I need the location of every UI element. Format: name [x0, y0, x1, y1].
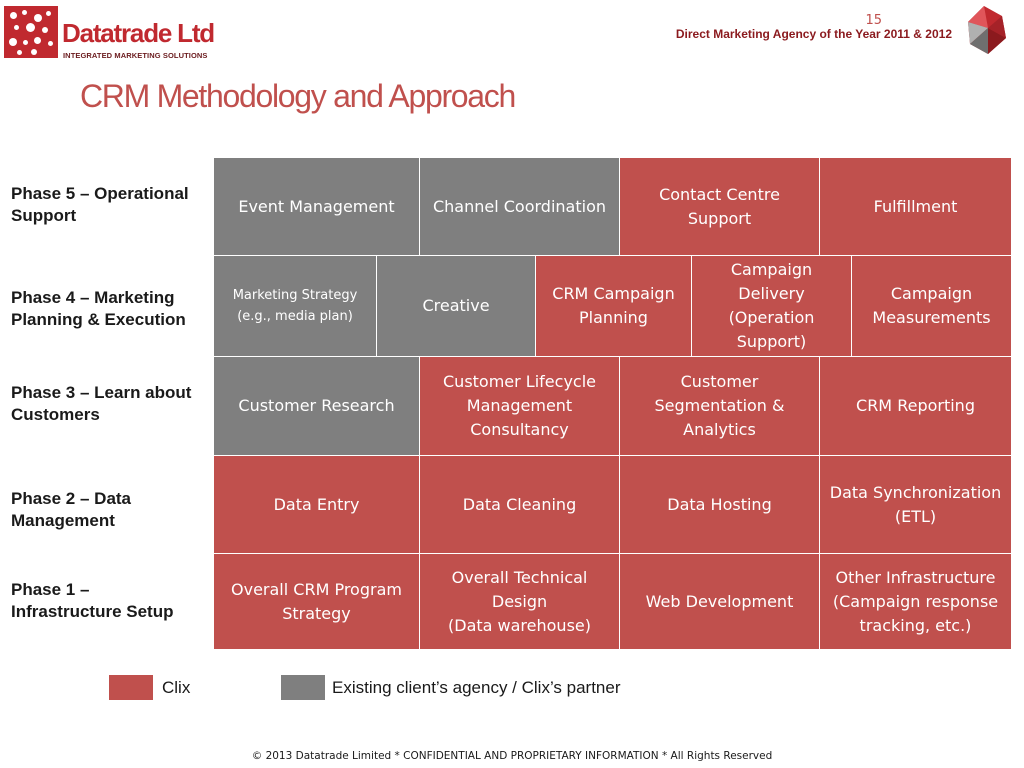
- cell-customer-segmentation: Customer Segmentation & Analytics: [620, 357, 820, 456]
- cell-overall-crm-program-strategy: Overall CRM Program Strategy: [214, 554, 420, 650]
- cell-event-management: Event Management: [214, 158, 420, 256]
- cell-customer-lifecycle-management: Customer Lifecycle Management Consultanc…: [420, 357, 620, 456]
- phase-2-label: Phase 2 – Data Management: [11, 489, 132, 530]
- page-number: 15: [865, 13, 882, 28]
- cell-data-cleaning: Data Cleaning: [420, 456, 620, 554]
- phase-1-label: Phase 1 – Infrastructure Setup: [11, 580, 174, 621]
- cell-web-development: Web Development: [620, 554, 820, 650]
- phase-3-label: Phase 3 – Learn about Customers: [11, 383, 192, 424]
- cell-marketing-strategy: Marketing Strategy (e.g., media plan): [214, 256, 377, 357]
- legend-label-partner: Existing client’s agency / Clix’s partne…: [332, 678, 621, 697]
- cell-crm-reporting: CRM Reporting: [820, 357, 1012, 456]
- cell-other-infrastructure: Other Infrastructure (Campaign response …: [820, 554, 1012, 650]
- cell-campaign-measurements: Campaign Measurements: [852, 256, 1012, 357]
- company-logo: Datatrade Ltd INTEGRATED MARKETING SOLUT…: [4, 6, 215, 62]
- cell-data-entry: Data Entry: [214, 456, 420, 554]
- cell-creative: Creative: [377, 256, 536, 357]
- cell-fulfillment: Fulfillment: [820, 158, 1012, 256]
- page-title: CRM Methodology and Approach: [80, 78, 516, 114]
- phase-4-label: Phase 4 – Marketing Planning & Execution: [11, 288, 186, 329]
- footer-copyright: © 2013 Datatrade Limited * CONFIDENTIAL …: [251, 750, 773, 762]
- cell-crm-campaign-planning: CRM Campaign Planning: [536, 256, 692, 357]
- cell-customer-research: Customer Research: [214, 357, 420, 456]
- legend-swatch-partner: [281, 675, 325, 700]
- phase-5-label: Phase 5 – Operational Support: [11, 184, 189, 225]
- legend-swatch-clix: [109, 675, 153, 700]
- legend-label-clix: Clix: [162, 678, 191, 697]
- cell-channel-coordination: Channel Coordination: [420, 158, 620, 256]
- company-tagline: INTEGRATED MARKETING SOLUTIONS: [63, 51, 208, 60]
- logo-dots-icon: [4, 6, 58, 58]
- cell-campaign-delivery: Campaign Delivery (Operation Support): [692, 256, 852, 357]
- award-text: Direct Marketing Agency of the Year 2011…: [675, 27, 952, 41]
- cell-overall-technical-design: Overall Technical Design (Data warehouse…: [420, 554, 620, 650]
- company-name: Datatrade Ltd: [62, 18, 215, 48]
- cell-data-synchronization: Data Synchronization (ETL): [820, 456, 1012, 554]
- award-trophy-icon: [968, 6, 1006, 54]
- cell-data-hosting: Data Hosting: [620, 456, 820, 554]
- cell-contact-centre-support: Contact Centre Support: [620, 158, 820, 256]
